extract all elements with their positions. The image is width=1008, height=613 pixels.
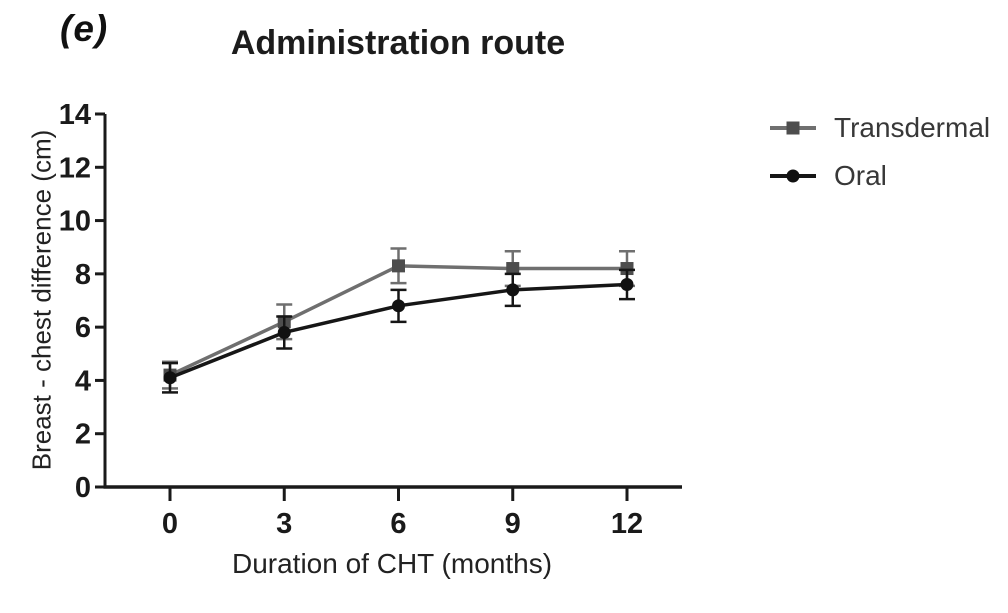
legend-label-oral: Oral bbox=[834, 160, 887, 191]
transdermal-data-point-marker bbox=[506, 262, 520, 276]
oral-circle-marker-icon bbox=[770, 169, 816, 183]
panel-label: (e) bbox=[60, 8, 109, 49]
x-tick-label: 3 bbox=[276, 508, 292, 540]
transdermal-square-marker-icon bbox=[770, 121, 816, 135]
y-tick-label: 10 bbox=[59, 206, 91, 238]
y-tick-label: 8 bbox=[75, 259, 91, 291]
y-tick-label: 2 bbox=[75, 419, 91, 451]
x-tick-label: 9 bbox=[505, 508, 521, 540]
transdermal-legend-square bbox=[786, 121, 800, 135]
oral-data-point-marker bbox=[506, 283, 520, 297]
legend-label-transdermal: Transdermal bbox=[834, 112, 991, 143]
y-tick-label: 4 bbox=[75, 365, 91, 397]
oral-legend-circle bbox=[786, 169, 800, 183]
legend-item-transdermal: Transdermal bbox=[770, 112, 990, 144]
x-tick-label: 0 bbox=[162, 508, 178, 540]
y-tick-label: 14 bbox=[59, 99, 91, 131]
transdermal-data-point-marker bbox=[620, 262, 634, 276]
legend-item-oral: Oral bbox=[770, 160, 990, 192]
y-tick-label: 0 bbox=[75, 472, 91, 504]
chart-title: Administration route bbox=[230, 24, 566, 62]
oral-data-point-marker bbox=[277, 325, 291, 339]
x-tick-label: 6 bbox=[390, 508, 406, 540]
oral-data-point-marker bbox=[391, 299, 405, 313]
transdermal-data-point-marker bbox=[391, 259, 405, 273]
oral-data-point-marker bbox=[620, 278, 634, 292]
x-tick-label: 12 bbox=[611, 508, 643, 540]
y-tick-label: 6 bbox=[75, 312, 91, 344]
y-tick-label: 12 bbox=[59, 152, 91, 184]
legend: Transdermal Oral bbox=[770, 112, 990, 192]
x-axis-label: Duration of CHT (months) bbox=[231, 548, 553, 579]
oral-data-point-marker bbox=[163, 371, 177, 385]
